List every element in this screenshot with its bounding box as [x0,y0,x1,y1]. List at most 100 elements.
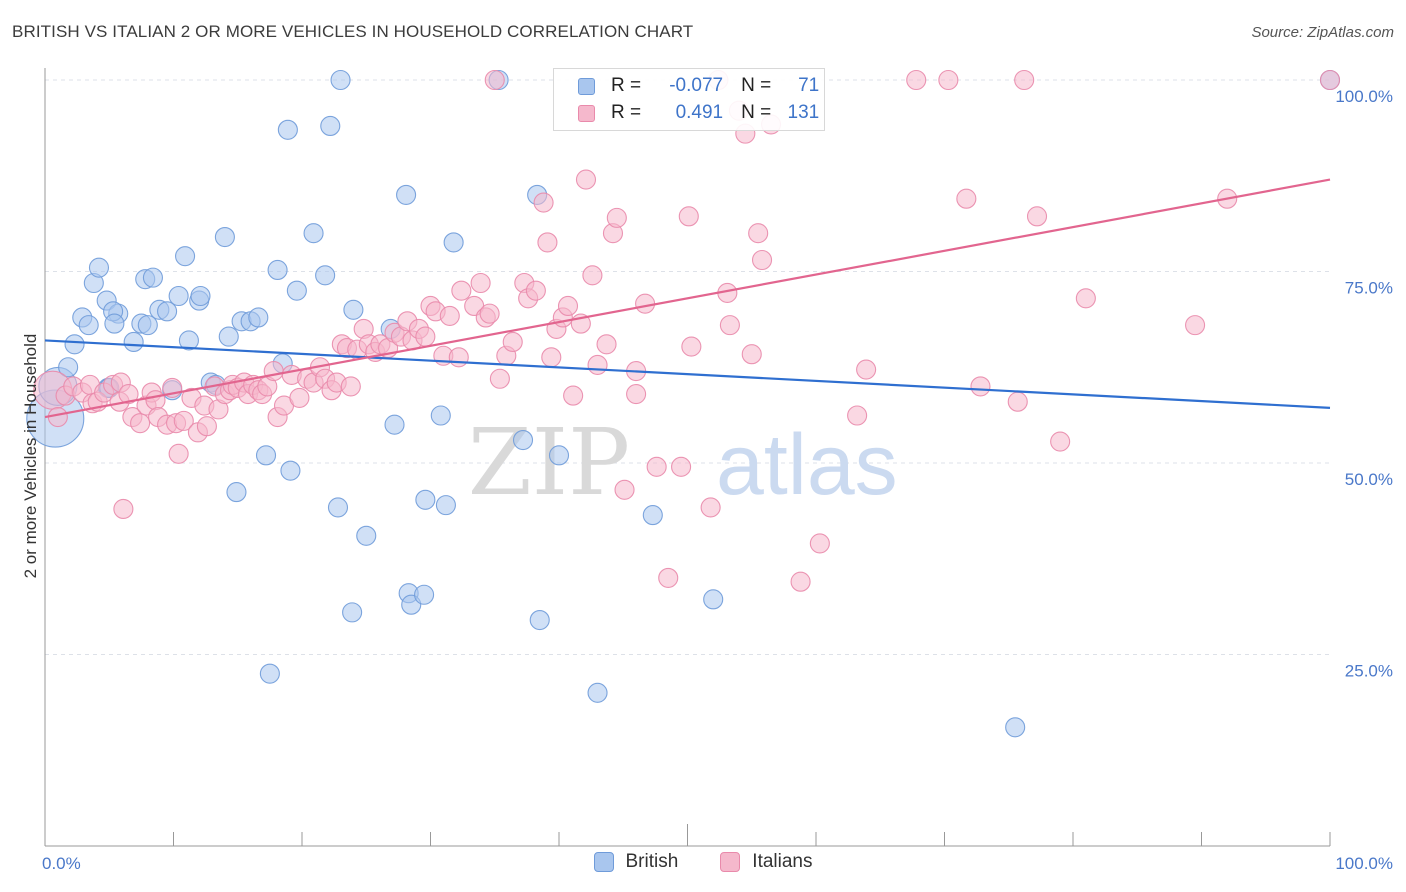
italians-point-66 [415,326,436,347]
british-point-68 [1005,717,1026,738]
italians-point-76 [479,303,500,324]
british-point-35 [255,445,277,466]
italians-point-104 [671,456,692,477]
italians-point-113 [741,344,762,365]
italians-point-110 [719,315,740,336]
trend-lines [44,178,1331,419]
british-n-value: 71 [798,75,820,96]
italians-point-124 [970,376,991,397]
italians-point-130 [1185,315,1206,336]
legend-italians-swatch [720,852,741,872]
italians-point-92 [575,169,597,190]
british-point-59 [443,232,464,253]
british-r-value: -0.077 [669,75,724,96]
italians-point-90 [563,385,584,406]
x-tick-label-0: 0.0% [42,854,81,873]
legend-british-swatch [593,852,614,872]
x-tick-label-1: 100.0% [1335,854,1393,873]
british-point-20 [157,301,178,322]
british-point-34 [248,307,269,328]
axes [44,68,1331,847]
british-point-22 [168,285,189,307]
british-point-57 [430,405,451,426]
italians-point-114 [748,223,769,244]
british-point-44 [320,115,341,137]
tick-labels: 25.0% 50.0% 75.0% 100.0% 0.0% 100.0% [42,87,1393,873]
italians-n-label: N = [741,102,772,123]
italians-point-128 [1050,431,1071,452]
british-point-5 [78,315,99,336]
british-point-18 [142,267,163,288]
legend-italians-label: Italians [752,851,813,872]
british-point-13 [104,313,125,334]
british-point-66 [642,505,663,526]
italians-point-105 [678,206,699,227]
british-point-2 [58,357,79,378]
british-point-45 [327,497,349,518]
italians-r-value: 0.491 [675,102,724,123]
italians-point-129 [1075,288,1096,309]
british-point-52 [396,184,417,205]
italians-point-53 [340,376,361,397]
british-point-37 [267,259,288,281]
italians-point-80 [502,331,523,353]
british-point-43 [315,265,336,286]
british-point-47 [342,602,363,623]
british-point-23 [175,246,196,267]
italians-point-45 [289,387,310,408]
source-label: Source: ZipAtlas.com [1251,24,1394,41]
italians-point-72 [451,280,472,301]
british-r-label: R = [611,75,642,96]
british-point-64 [548,445,570,466]
italians-point-95 [596,334,617,355]
italians-point-41 [263,361,284,382]
italians-point-120 [856,359,877,380]
italians-point-103 [658,567,679,588]
italians-point-98 [614,479,635,500]
italians-point-122 [938,69,959,91]
italians-point-28 [196,416,217,437]
italians-point-106 [681,336,702,357]
grid-lines [45,79,1330,655]
italians-point-13 [118,384,139,405]
watermark: ZIP atlas [468,409,898,516]
british-point-41 [286,280,307,301]
italians-point-71 [448,347,469,368]
legend-item-italians: Italians [720,851,813,873]
italians-point-84 [533,192,554,213]
italians-point-85 [537,232,558,253]
british-point-67 [703,589,724,610]
italians-point-78 [489,368,510,389]
italians-point-77 [484,69,505,91]
legend-row-british: R = -0.077 N = 71 [578,73,819,99]
italians-point-125 [1007,391,1028,412]
italians-point-18 [145,390,166,411]
british-point-30 [218,326,239,347]
british-point-58 [435,495,456,516]
italians-point-121 [906,69,927,91]
italians-point-107 [700,497,721,518]
italians-point-123 [956,188,977,209]
italians-point-23 [168,443,189,464]
british-point-40 [280,460,301,481]
italians-point-24 [173,410,194,431]
british-point-14 [123,331,144,353]
italians-point-115 [751,249,773,271]
british-point-56 [415,489,436,510]
british-point-7 [88,257,110,278]
italians-point-15 [130,413,151,434]
italians-point-93 [582,265,603,286]
watermark-atlas: atlas [716,417,898,513]
british-point-17 [137,315,158,336]
legend-british-label: British [625,851,679,872]
british-point-48 [343,299,364,320]
italians-point-86 [541,347,562,368]
italians-point-12 [113,498,134,520]
italians-point-89 [557,295,579,317]
british-point-29 [214,226,235,248]
british-point-42 [303,223,324,244]
italians-r-label: R = [611,102,642,123]
italians-point-117 [790,571,811,592]
british-point-49 [356,525,377,546]
